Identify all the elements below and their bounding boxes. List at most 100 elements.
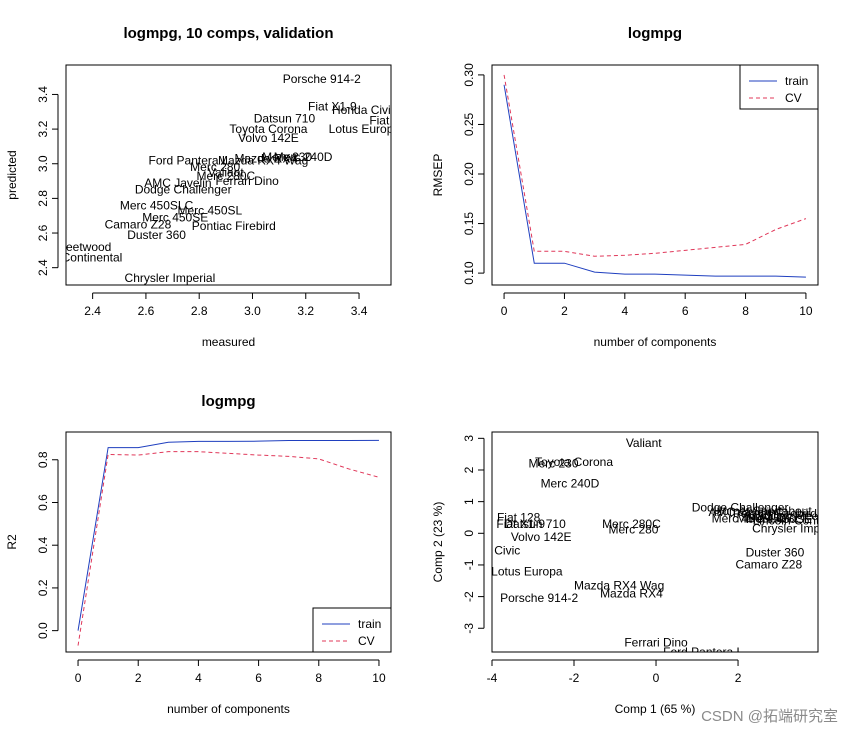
x-tick-label: 3.2	[297, 304, 314, 318]
point-label: Hornet Sportabout	[714, 504, 813, 518]
legend: train CV	[312, 607, 392, 653]
point-label: Camaro Z28	[105, 217, 172, 231]
y-tick-label: 0.4	[36, 537, 50, 554]
point-label: Merc 450SLC	[120, 198, 194, 212]
plot-frame	[491, 64, 819, 286]
point-label: Datsun 710	[254, 112, 316, 126]
point-label: Merc 280C	[196, 169, 255, 183]
point-label: Lotus Europa	[491, 564, 563, 578]
y-tick-label: 2	[462, 466, 476, 473]
x-axis-label: Comp 1 (65 %)	[615, 702, 696, 716]
point-label: Duster 360	[746, 545, 805, 559]
y-tick-label: 3	[462, 435, 476, 442]
point-label: Merc 450SLC	[712, 511, 786, 525]
plot-frame	[491, 431, 819, 653]
y-axis-label: R2	[5, 534, 19, 550]
y-tick-label: 3.0	[36, 155, 50, 172]
x-tick-label: 8	[315, 671, 322, 685]
x-tick-label: 2.6	[138, 304, 155, 318]
y-tick-label: 0.15	[462, 212, 476, 236]
y-tick-label: 0.2	[36, 579, 50, 596]
x-tick-label: 2	[135, 671, 142, 685]
point-label: Ferrari Dino	[215, 174, 279, 188]
y-tick-label: 0	[462, 530, 476, 537]
series-line-cv	[77, 451, 380, 646]
point-label: Merc 280	[190, 160, 240, 174]
x-tick-label: 8	[742, 304, 749, 318]
x-tick-label: 6	[255, 671, 262, 685]
point-label: Toyota Corona	[535, 455, 613, 469]
legend-label-cv: CV	[358, 634, 375, 648]
y-tick-label: 1	[462, 498, 476, 505]
x-tick-label: 0	[501, 304, 508, 318]
legend-label-train: train	[358, 617, 381, 631]
point-label: AMC Javelin	[144, 176, 211, 190]
x-tick-label: 4	[195, 671, 202, 685]
y-tick-label: 0.8	[36, 451, 50, 468]
point-label: Honda Civic	[332, 103, 397, 117]
y-tick-label: 3.2	[36, 120, 50, 137]
y-tick-label: 0.0	[36, 622, 50, 639]
point-label: Camaro Z28	[735, 557, 802, 571]
y-tick-label: -2	[462, 591, 476, 602]
point-label: Volvo 142E	[238, 131, 299, 145]
legend: train CV	[739, 64, 819, 110]
point-label: Honda Civic	[456, 544, 521, 558]
series-line-train	[77, 439, 379, 631]
point-label: Cadillac Fleetwood	[10, 240, 111, 254]
point-label: Pontiac Firebird	[733, 507, 817, 521]
legend-label-train: train	[785, 74, 808, 88]
point-label: Duster 360	[127, 228, 186, 242]
y-axis-label: RMSEP	[431, 154, 445, 197]
point-label: Ford Pantera L	[663, 645, 743, 659]
point-label: Merc 450SE	[142, 210, 208, 224]
point-label: Merc 280C	[602, 517, 661, 531]
point-label: Merc 280	[608, 522, 658, 536]
point-label: Dodge Challenger	[135, 183, 232, 197]
point-label: Fiat 128	[369, 113, 413, 127]
point-label: AMC Javelin	[708, 505, 775, 519]
y-tick-label: 2.4	[36, 259, 50, 276]
x-axis-label: measured	[202, 335, 255, 349]
point-label: Mazda RX4 Wag	[574, 579, 664, 593]
watermark-text: CSDN @拓端研究室	[701, 708, 838, 725]
point-label: Merc 230	[528, 457, 578, 471]
y-tick-label: 2.8	[36, 190, 50, 207]
point-label: Toyota Corona	[229, 122, 307, 136]
x-tick-label: -4	[487, 671, 498, 685]
point-label: Lotus Europa	[329, 122, 401, 136]
x-tick-label: 2.8	[191, 304, 208, 318]
point-label: Datsun 710	[504, 517, 566, 531]
point-label: Lincoln Continental	[753, 514, 852, 528]
legend-box	[739, 64, 819, 110]
plot-frame	[65, 431, 392, 653]
point-label: Mazda RX4 Wag	[218, 153, 308, 167]
panel-4: -4 -2 0 2 -3 -2 -1 0 1 2 3 Comp 1 (65 %) Comp 2 (23 …	[431, 431, 852, 716]
x-tick-label: -2	[569, 671, 580, 685]
x-axis-label: number of components	[167, 702, 290, 716]
legend-box	[312, 607, 392, 653]
x-tick-label: 4	[621, 304, 628, 318]
point-label: Porsche 914-2	[500, 591, 578, 605]
x-tick-label: 10	[372, 671, 386, 685]
point-label: Merc 230	[262, 150, 312, 164]
point-label: Mazda RX4	[234, 152, 297, 166]
point-label: Merc 450SL	[178, 204, 243, 218]
y-tick-label: -3	[462, 623, 476, 634]
point-label: Merc 240D	[274, 150, 333, 164]
point-label: Merc 450SE	[746, 512, 812, 526]
plot-frame	[65, 64, 392, 286]
point-label: Mazda RX4	[600, 586, 663, 600]
point-label: Fiat X1-9	[496, 517, 545, 531]
x-tick-label: 2	[561, 304, 568, 318]
point-label: Fiat X1-9	[308, 100, 357, 114]
point-label: Lincoln Continental	[20, 250, 122, 264]
x-tick-label: 10	[799, 304, 813, 318]
panel-2: 0 2 4 6 8 10 0.10 0.15 0.20 0.25 0.30 logmpg number …	[431, 25, 819, 349]
legend-label-cv: CV	[785, 91, 802, 105]
point-label: Valiant	[208, 165, 244, 179]
x-tick-label: 3.4	[351, 304, 368, 318]
panel-3: 0 2 4 6 8 10 0.0 0.2 0.4 0.6 0.8 logmpg number of co…	[5, 393, 392, 716]
